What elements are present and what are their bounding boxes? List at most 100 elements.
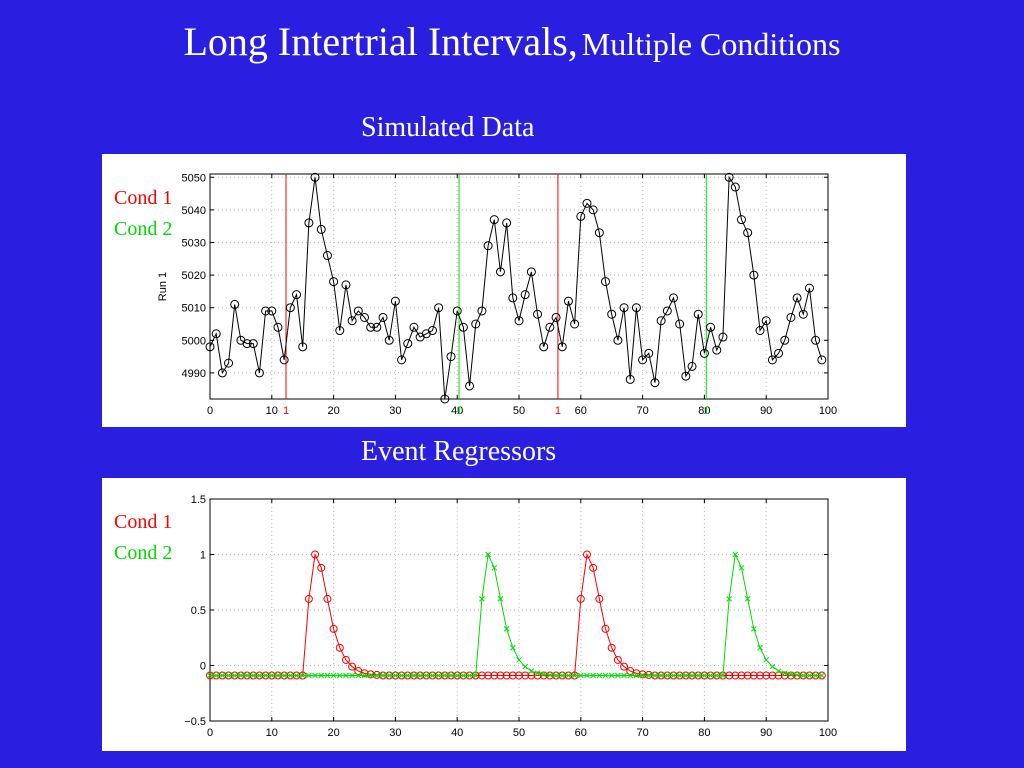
data-point	[644, 670, 653, 679]
data-point	[515, 671, 523, 680]
data-point	[639, 672, 646, 679]
data-point	[306, 672, 312, 679]
data-point	[254, 368, 264, 378]
data-point	[477, 306, 487, 316]
data-point	[429, 672, 436, 679]
data-point	[275, 672, 281, 679]
data-point	[687, 361, 697, 371]
data-point	[526, 267, 536, 277]
data-point	[576, 211, 586, 221]
data-point	[392, 672, 399, 679]
data-point	[268, 672, 275, 679]
data-point	[613, 335, 623, 345]
data-point	[528, 668, 535, 674]
data-point	[217, 368, 227, 378]
chart-simulated-data-legend: Cond 1 Cond 2	[114, 183, 172, 245]
data-point	[707, 672, 714, 679]
data-point	[279, 355, 289, 365]
data-point	[318, 672, 325, 679]
data-point	[571, 672, 578, 679]
data-point	[761, 316, 771, 326]
data-point	[244, 672, 250, 679]
data-point	[483, 241, 493, 251]
data-point	[559, 672, 566, 679]
data-point	[720, 672, 726, 679]
data-point	[664, 672, 671, 679]
data-point	[780, 335, 790, 345]
data-point	[372, 322, 382, 332]
event-label: 1	[283, 405, 289, 417]
data-point	[355, 672, 362, 679]
slide-title: Long Intertrial Intervals, Multiple Cond…	[0, 18, 1024, 65]
data-point	[349, 672, 355, 679]
x-tick-label: 100	[819, 405, 837, 417]
data-point	[590, 672, 597, 679]
data-point	[508, 671, 517, 680]
data-point	[596, 672, 603, 679]
data-point	[534, 670, 541, 677]
data-point	[658, 672, 664, 679]
data-point	[329, 277, 339, 287]
data-point	[242, 339, 252, 349]
data-point	[316, 224, 326, 234]
chart-simulated-data: 0 10 20 30 40 50 60 70 80 90 100 4990 5000 5010 5020 50…	[102, 154, 906, 427]
data-point	[502, 218, 512, 228]
data-point	[713, 672, 720, 679]
data-point	[738, 564, 745, 571]
data-point	[792, 293, 802, 303]
data-point	[749, 270, 759, 280]
legend-entry-cond2: Cond 2	[114, 218, 173, 240]
data-point	[348, 662, 357, 671]
data-point	[366, 670, 375, 679]
data-point	[557, 342, 567, 352]
data-point	[662, 306, 672, 316]
data-point	[458, 322, 468, 332]
data-point	[588, 205, 598, 215]
x-tick-label: 40	[451, 405, 463, 417]
data-point	[256, 672, 263, 679]
x-tick-label: 50	[513, 405, 525, 417]
data-point	[762, 671, 771, 680]
caption-event-regressors: Event Regressors	[361, 436, 557, 467]
data-point	[477, 671, 486, 680]
y-tick-label: 5050	[182, 172, 206, 184]
x-tick-label: 100	[819, 727, 837, 739]
y-tick-label: 4990	[182, 368, 206, 380]
data-point	[750, 626, 757, 632]
data-point	[763, 657, 770, 663]
data-point	[434, 303, 444, 313]
data-point	[613, 655, 622, 664]
data-point	[638, 670, 647, 679]
data-point	[756, 671, 765, 680]
data-point	[409, 322, 419, 332]
data-point	[601, 624, 610, 633]
data-point	[329, 624, 338, 633]
x-tick-label: 80	[698, 405, 710, 417]
legend-entry-cond1: Cond 1	[114, 187, 173, 209]
data-point	[386, 672, 393, 679]
y-tick-label: 5040	[182, 205, 206, 217]
data-point	[781, 670, 788, 677]
data-point	[304, 594, 313, 603]
data-point	[695, 672, 702, 679]
data-point	[304, 218, 314, 228]
data-point	[732, 551, 739, 558]
data-point	[736, 215, 746, 225]
data-point	[794, 672, 800, 678]
data-point	[471, 319, 481, 329]
data-point	[676, 672, 683, 679]
data-point	[378, 312, 388, 322]
data-point	[767, 355, 777, 365]
data-point	[817, 355, 827, 365]
data-point	[620, 662, 629, 671]
data-point	[768, 671, 777, 680]
data-point	[404, 672, 411, 679]
data-point	[788, 671, 794, 678]
data-point	[299, 672, 306, 679]
data-point	[440, 394, 450, 404]
data-point	[423, 672, 430, 679]
data-point	[435, 672, 442, 679]
data-point	[465, 381, 475, 391]
x-tick-label: 70	[636, 727, 648, 739]
data-point	[565, 672, 572, 679]
